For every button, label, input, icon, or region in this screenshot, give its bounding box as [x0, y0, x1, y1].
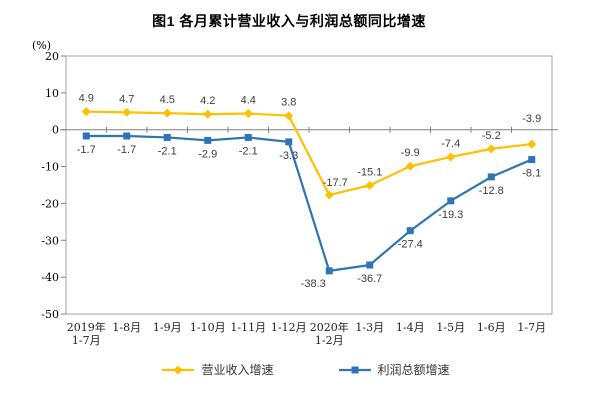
- revenue-growth-marker-icon: [284, 111, 294, 121]
- y-axis-tick-label: -50: [41, 308, 59, 321]
- data-label: 4.2: [200, 95, 215, 107]
- data-label: 4.4: [241, 94, 256, 106]
- x-axis-label: 1-6月: [476, 321, 506, 334]
- data-label: -9.9: [401, 147, 420, 159]
- data-label: -3.9: [522, 113, 541, 125]
- profit-growth-marker-icon: [406, 227, 414, 235]
- revenue-growth-marker-icon: [486, 144, 496, 154]
- x-axis-label: 1-12月: [270, 321, 307, 334]
- data-label: 3.8: [281, 97, 296, 109]
- x-axis-label: 1-8月: [112, 321, 142, 334]
- data-label: -17.7: [323, 177, 348, 189]
- revenue-growth-marker-icon: [203, 109, 213, 119]
- data-label: -2.1: [158, 145, 177, 157]
- x-axis-label: 1-9月: [152, 321, 182, 334]
- y-axis-tick-label: 10: [45, 87, 59, 100]
- revenue-growth-marker-icon: [365, 180, 375, 190]
- legend-item-profit: 利润总额增速: [338, 361, 450, 378]
- y-axis-tick-label: -40: [41, 271, 59, 284]
- data-label: -8.1: [522, 168, 541, 180]
- profit-growth-marker-icon: [123, 132, 131, 140]
- legend-label-revenue: 营业收入增速: [201, 363, 274, 377]
- legend-label-profit: 利润总额增速: [377, 363, 450, 377]
- x-axis-label: 1-5月: [436, 321, 466, 334]
- y-axis-tick-label: -10: [41, 161, 59, 174]
- x-axis-label: 1-7月: [517, 321, 547, 334]
- profit-growth-marker-icon: [204, 136, 212, 144]
- profit-growth-marker-icon: [285, 138, 293, 146]
- data-label: -2.1: [239, 145, 258, 157]
- data-label: -2.9: [198, 148, 217, 160]
- revenue-growth-marker-icon: [446, 152, 456, 162]
- legend: 营业收入增速 利润总额增速: [0, 361, 611, 378]
- revenue-growth-marker-icon: [122, 107, 132, 117]
- profit-growth-marker-icon: [366, 261, 374, 269]
- data-label: -19.3: [438, 209, 463, 221]
- data-label: -36.7: [357, 273, 382, 285]
- profit-growth-marker-icon: [528, 156, 536, 164]
- x-axis-label: 1-10月: [189, 321, 226, 334]
- chart-title: 图1 各月累计营业收入与利润总额同比增速: [152, 13, 426, 29]
- data-label: -38.3: [301, 278, 326, 290]
- revenue-growth-marker-icon: [243, 108, 253, 118]
- x-axis-label: 1-4月: [395, 321, 425, 334]
- data-label: -1.7: [77, 144, 96, 156]
- revenue-growth-marker-icon: [162, 108, 172, 118]
- y-axis-unit-label: (%): [32, 39, 52, 52]
- data-label: -3.3: [279, 150, 298, 162]
- revenue-growth-marker-icon: [81, 107, 91, 117]
- data-label: 4.7: [119, 93, 134, 105]
- plot-border: [65, 55, 553, 315]
- data-label: -1.7: [117, 144, 136, 156]
- profit-growth-marker-icon: [487, 173, 495, 181]
- data-label: -7.4: [441, 138, 460, 150]
- profit-growth-line: [85, 134, 533, 272]
- x-axis-label: 1-3月: [355, 321, 385, 334]
- y-axis-tick-label: -20: [41, 197, 59, 210]
- revenue-growth-marker-icon: [527, 139, 537, 149]
- y-axis-tick-label: -30: [41, 234, 59, 247]
- revenue-growth-line: [85, 110, 533, 197]
- x-axis-label: 2019年 1-7月: [66, 321, 106, 347]
- y-axis-tick-label: 0: [52, 124, 59, 137]
- legend-item-revenue: 营业收入增速: [161, 361, 274, 378]
- profit-legend-swatch-icon: [338, 366, 371, 373]
- revenue-growth-marker-icon: [324, 190, 334, 200]
- profit-growth-marker-icon: [325, 267, 333, 275]
- x-axis-label: 2020年 1-2月: [309, 321, 349, 347]
- data-label: -5.2: [482, 130, 501, 142]
- revenue-growth-marker-icon: [405, 161, 415, 171]
- x-axis-label: 1-11月: [230, 321, 267, 334]
- data-label: -15.1: [357, 166, 382, 178]
- profit-growth-marker-icon: [447, 197, 455, 205]
- data-label: -12.8: [479, 185, 504, 197]
- revenue-legend-swatch-icon: [162, 365, 195, 374]
- data-label: 4.9: [79, 93, 94, 105]
- profit-growth-marker-icon: [163, 133, 171, 141]
- data-label: -27.4: [398, 239, 423, 251]
- data-label: 4.5: [160, 94, 175, 106]
- profit-growth-marker-icon: [82, 132, 90, 140]
- profit-growth-marker-icon: [244, 133, 252, 141]
- y-axis-tick-label: 20: [45, 50, 59, 63]
